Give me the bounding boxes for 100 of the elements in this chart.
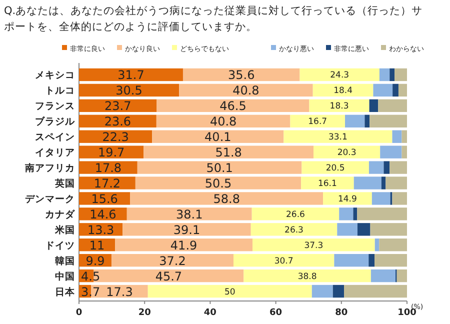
y-tick-label: 中国 (55, 270, 75, 282)
data-label: 14.6 (90, 207, 116, 222)
bar (354, 176, 382, 190)
bar (122, 223, 251, 236)
bar (394, 68, 407, 82)
bar (137, 161, 302, 174)
data-label: 20.5 (326, 164, 345, 174)
y-tick-label: イタリア (35, 148, 75, 159)
bar (79, 68, 183, 82)
bar (334, 254, 369, 267)
y-tick-label: 米国 (54, 224, 75, 236)
y-tick-label: フランス (35, 101, 75, 112)
data-label: 26.6 (286, 210, 305, 220)
data-label: 30.7 (274, 256, 294, 266)
data-label: 33.1 (328, 132, 348, 143)
bar (392, 130, 402, 143)
bar (368, 161, 384, 174)
bar (396, 269, 407, 282)
data-label: 20.3 (337, 148, 356, 158)
data-label: 26.3 (284, 225, 304, 236)
data-label: 17.2 (94, 176, 121, 190)
bar (357, 208, 407, 220)
data-label: 58.8 (213, 192, 240, 206)
data-label: 45.7 (155, 269, 182, 284)
bar (332, 284, 344, 298)
y-tick-label: メキシコ (35, 70, 75, 82)
bar (244, 269, 371, 282)
bar (370, 269, 396, 282)
bar (381, 176, 386, 190)
data-label: 46.5 (220, 99, 246, 114)
data-label: 17.3 (106, 284, 133, 299)
data-label: 18.4 (334, 86, 353, 96)
data-label: 31.7 (118, 68, 144, 82)
data-label: 22.3 (102, 130, 129, 144)
bar (252, 238, 375, 252)
data-label: 16.7 (308, 117, 328, 128)
data-label: 40.8 (232, 84, 260, 98)
y-tick-label: トルコ (45, 86, 75, 97)
data-label: 18.3 (330, 102, 349, 112)
bar (300, 68, 380, 82)
bar (79, 176, 136, 190)
y-tick-label: カナダ (45, 208, 76, 220)
bar (379, 238, 407, 252)
bar (115, 238, 253, 252)
data-label: 51.8 (215, 146, 242, 160)
data-label: 37.3 (304, 240, 324, 251)
bar (144, 146, 314, 158)
bar (374, 254, 407, 267)
bar (302, 161, 369, 174)
bar (402, 146, 407, 158)
data-label: 16.1 (318, 179, 337, 189)
y-tick-label: 韓国 (55, 254, 75, 267)
bar (79, 84, 180, 97)
x-tick-label: 100 (398, 308, 416, 318)
bar (369, 99, 378, 112)
bar (79, 161, 138, 174)
data-label: 23.7 (104, 99, 132, 114)
data-label: 40.8 (210, 114, 237, 129)
data-label: 23.6 (104, 114, 132, 129)
bar (398, 84, 407, 97)
data-label: 50.5 (204, 176, 232, 190)
bar (378, 99, 407, 112)
bar (233, 254, 334, 267)
x-tick-label: 60 (270, 308, 282, 318)
bar (357, 223, 370, 236)
data-label: 38.8 (298, 272, 317, 282)
y-tick-label: ドイツ (45, 240, 75, 252)
bar (402, 130, 407, 143)
x-tick-label: 40 (204, 308, 216, 318)
data-label: 14.9 (338, 194, 357, 204)
data-label: 41.9 (170, 238, 198, 252)
bar (312, 84, 374, 97)
data-label: 13.3 (87, 222, 114, 237)
data-label: 50.1 (206, 161, 233, 176)
data-label: 50 (224, 287, 236, 298)
bar (126, 208, 252, 220)
chart-title: Q.あなたは、あなたの会社がうつ病になった従業員に対して行っている（行った）サポートを、全体的にどのように評価していますか。 (4, 4, 423, 33)
bar (290, 114, 346, 128)
bar (370, 223, 407, 236)
bar (345, 114, 365, 128)
bar (390, 161, 407, 174)
x-tick-label: 80 (335, 308, 348, 318)
y-tick-label: スペイン (35, 132, 75, 144)
data-label: 17.8 (94, 161, 122, 176)
bar (379, 68, 390, 82)
data-label: 40.1 (204, 130, 232, 144)
data-label: 9.9 (86, 254, 105, 268)
bar (148, 284, 312, 298)
y-tick-label: 南アフリカ (24, 162, 75, 174)
bar (250, 223, 338, 236)
y-tick-label: 日本 (55, 286, 76, 298)
data-label: 37.2 (159, 254, 186, 268)
bar (135, 176, 302, 190)
y-tick-label: 英国 (54, 178, 75, 190)
bar (392, 192, 407, 205)
bar (252, 208, 340, 220)
data-label: 30.5 (116, 84, 142, 98)
bar (386, 176, 407, 190)
y-tick-label: ブラジル (35, 116, 76, 128)
y-tick-label: デンマーク (25, 194, 75, 205)
